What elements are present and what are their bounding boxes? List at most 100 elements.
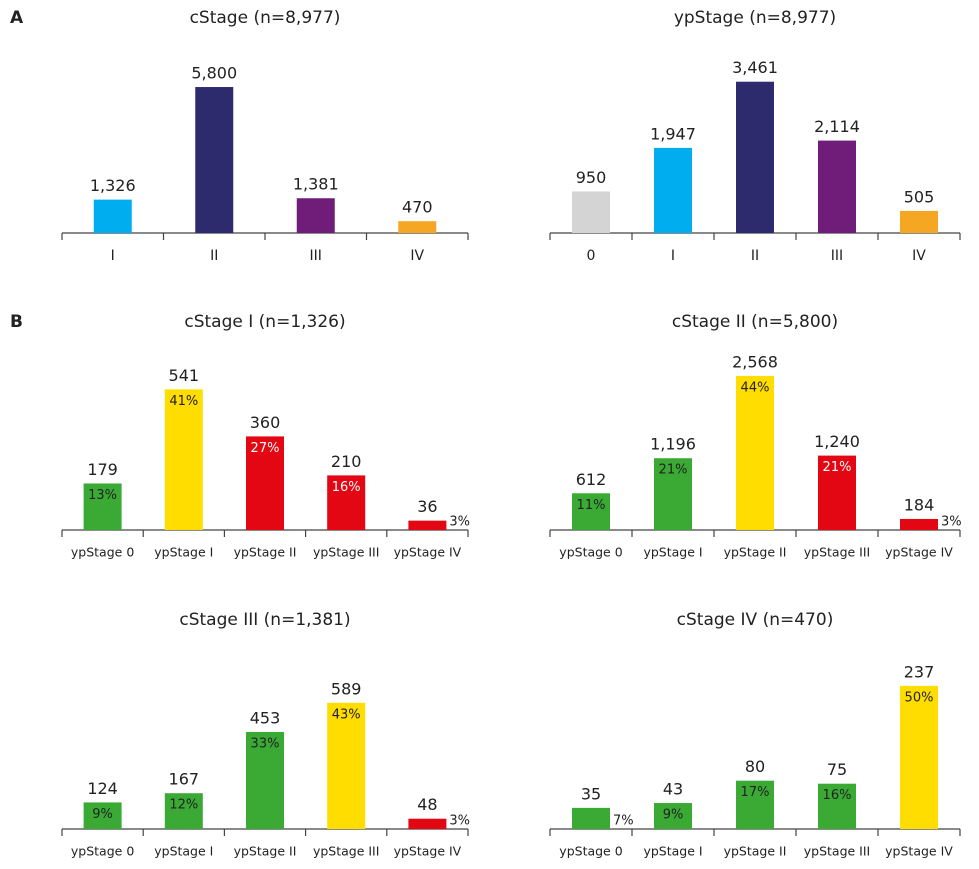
bar [900, 685, 938, 829]
bar [818, 783, 856, 829]
x-tick-label: II [210, 248, 218, 264]
x-tick-label: 0 [587, 248, 596, 264]
value-label: 167 [169, 770, 200, 789]
chart-title: cStage I (n=1,326) [184, 312, 345, 332]
chart-title: cStage III (n=1,381) [179, 610, 350, 630]
share-label: 17% [741, 785, 770, 800]
x-tick-label: III [310, 248, 322, 264]
value-label: 1,381 [293, 175, 339, 194]
x-tick-label: ypStage IV [394, 844, 462, 859]
value-label: 505 [904, 187, 935, 206]
value-label: 541 [169, 366, 200, 385]
bar [572, 493, 610, 530]
bar [408, 520, 447, 530]
share-label: 11% [577, 498, 606, 513]
bar [900, 518, 938, 530]
bar [327, 475, 366, 530]
value-label: 453 [250, 708, 281, 727]
chart-title: cStage II (n=5,800) [672, 312, 838, 332]
x-tick-label: ypStage 0 [71, 545, 134, 560]
bar [818, 140, 856, 233]
bar [736, 375, 774, 530]
value-label: 3,461 [732, 58, 778, 77]
panel-label: B [10, 312, 23, 332]
x-tick-label: IV [912, 248, 926, 264]
x-tick-label: ypStage 0 [559, 844, 622, 859]
share-label: 33% [251, 736, 280, 751]
bar [398, 221, 437, 233]
value-label: 950 [576, 168, 607, 187]
share-label: 44% [741, 380, 770, 395]
share-label: 3% [449, 515, 470, 530]
x-tick-label: ypStage IV [394, 545, 462, 560]
bar [164, 389, 203, 530]
share-label: 3% [941, 515, 962, 530]
value-label: 1,240 [814, 432, 860, 451]
x-tick-label: ypStage III [313, 844, 380, 859]
bar [654, 458, 692, 530]
share-label: 9% [92, 807, 113, 822]
x-tick-label: ypStage III [313, 545, 380, 560]
bar [195, 87, 234, 234]
value-label: 48 [417, 795, 437, 814]
x-tick-label: ypStage I [154, 545, 213, 560]
share-label: 27% [251, 441, 280, 456]
chart-title: ypStage (n=8,977) [674, 8, 836, 28]
value-label: 80 [745, 757, 765, 776]
x-tick-label: IV [410, 248, 424, 264]
bar [736, 81, 774, 233]
share-label: 9% [663, 808, 684, 823]
chart-title: cStage (n=8,977) [190, 8, 341, 28]
value-label: 612 [576, 470, 607, 489]
x-tick-label: ypStage II [724, 545, 787, 560]
bar [83, 802, 122, 829]
share-label: 43% [332, 707, 361, 722]
x-tick-label: ypStage I [154, 844, 213, 859]
x-tick-label: ypStage 0 [559, 545, 622, 560]
panel-label: A [10, 8, 24, 28]
x-tick-label: III [831, 248, 843, 264]
value-label: 1,326 [90, 176, 136, 195]
value-label: 179 [87, 460, 118, 479]
bar [408, 818, 447, 829]
x-tick-label: ypStage 0 [71, 844, 134, 859]
bar [246, 436, 284, 530]
value-label: 124 [87, 779, 118, 798]
value-label: 589 [331, 679, 362, 698]
value-label: 75 [827, 760, 847, 779]
value-label: 1,947 [650, 124, 696, 143]
chart-title: cStage IV (n=470) [677, 610, 834, 630]
share-label: 21% [659, 463, 688, 478]
bar [296, 198, 335, 233]
x-tick-label: ypStage III [804, 545, 871, 560]
x-tick-label: ypStage II [234, 545, 297, 560]
bar [654, 803, 692, 829]
bar [736, 780, 774, 829]
x-tick-label: ypStage II [724, 844, 787, 859]
bar [164, 793, 203, 829]
bar [83, 483, 122, 530]
value-label: 184 [904, 495, 935, 514]
value-label: 36 [417, 497, 437, 516]
x-tick-label: I [111, 248, 115, 264]
value-label: 35 [581, 784, 601, 803]
bar [246, 731, 284, 829]
bar [93, 199, 132, 233]
x-tick-label: ypStage IV [885, 844, 953, 859]
share-label: 12% [169, 798, 198, 813]
bar [327, 702, 366, 829]
share-label: 7% [613, 814, 634, 829]
x-tick-label: ypStage III [804, 844, 871, 859]
share-label: 3% [449, 814, 470, 829]
bar [900, 210, 938, 233]
value-label: 1,196 [650, 435, 696, 454]
x-tick-label: ypStage IV [885, 545, 953, 560]
bar [572, 807, 610, 829]
value-label: 210 [331, 452, 362, 471]
value-label: 360 [250, 413, 281, 432]
value-label: 2,568 [732, 352, 778, 371]
value-label: 43 [663, 780, 683, 799]
bar [654, 147, 692, 233]
share-label: 21% [823, 460, 852, 475]
